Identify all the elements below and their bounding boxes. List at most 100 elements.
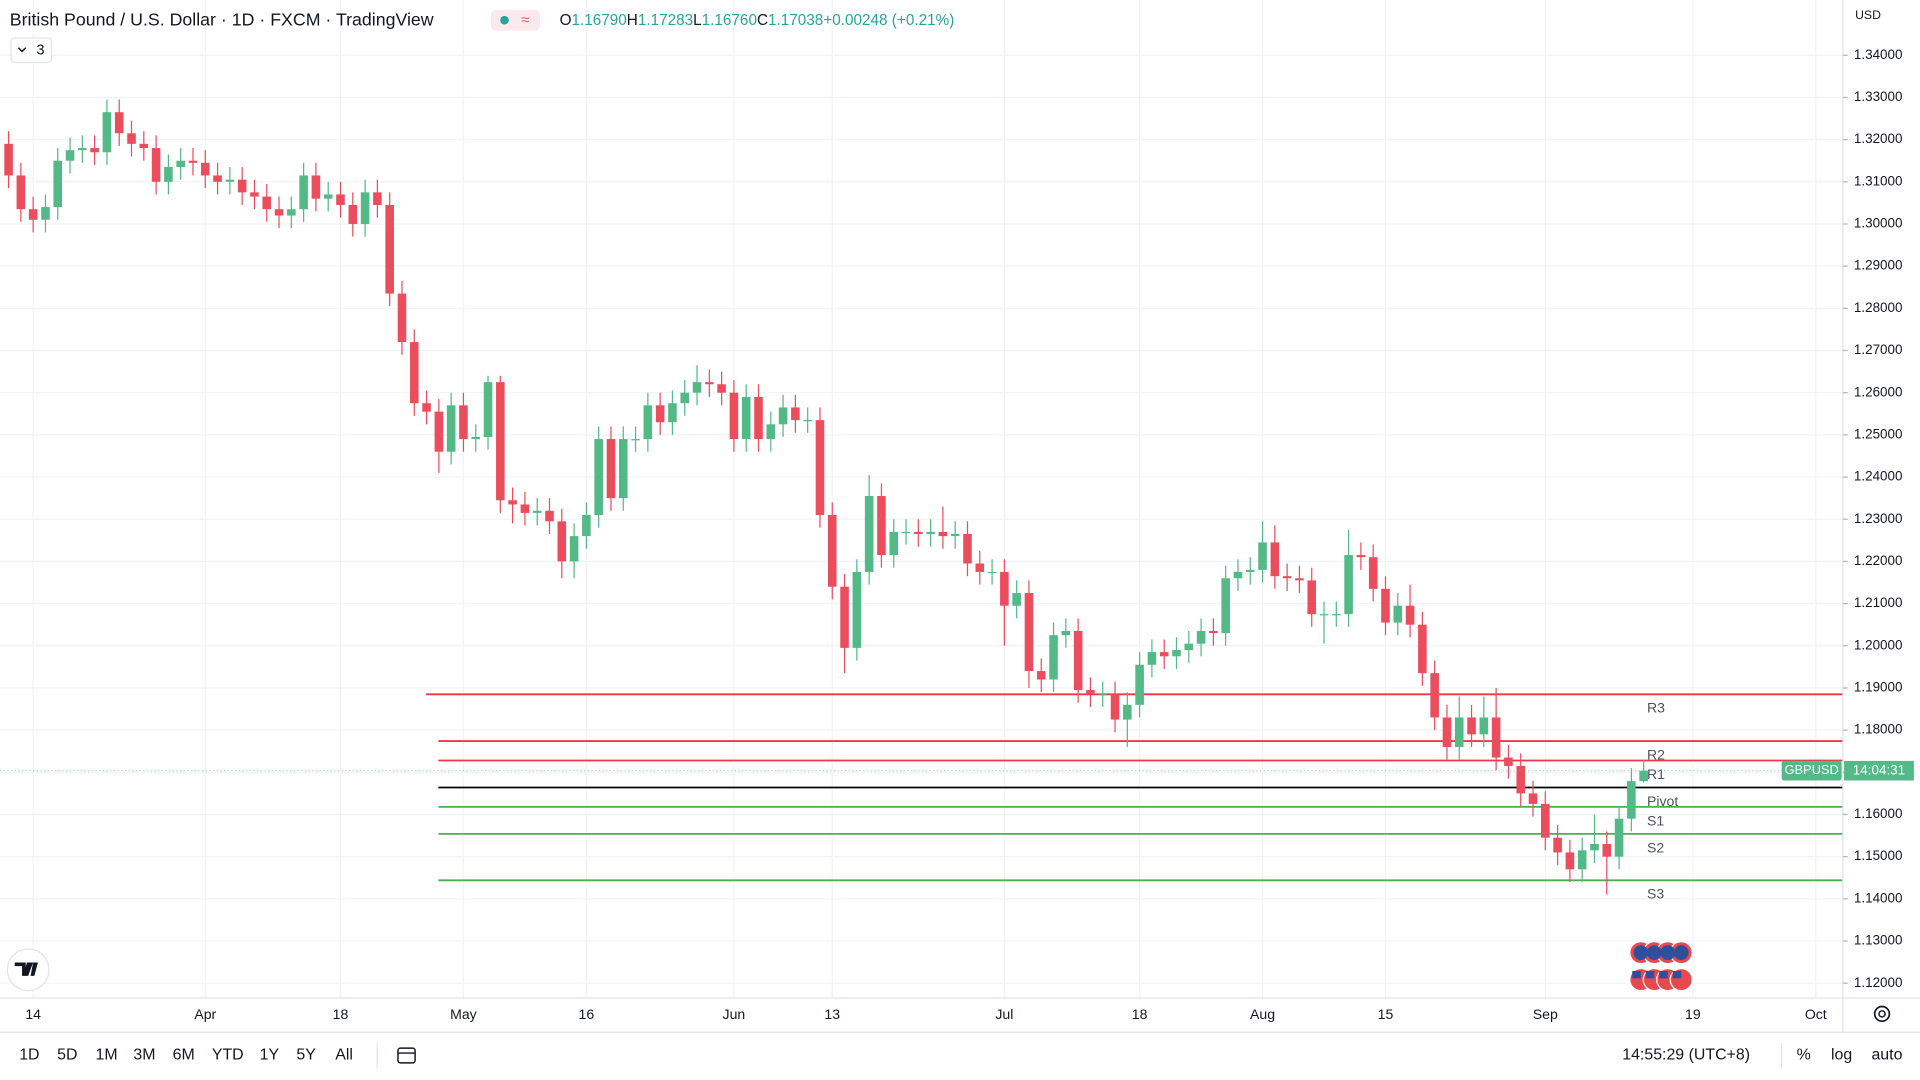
ohlc-legend: O1.16790H1.17283L1.16760C1.17038+0.00248… [560, 12, 955, 29]
ohlc-key: C [757, 12, 768, 29]
y-tick-label: 1.18000 [1854, 722, 1903, 737]
scale-option[interactable]: log [1831, 1047, 1852, 1064]
candle-body [409, 342, 419, 404]
indicator-toggle[interactable] [10, 37, 53, 64]
x-tick-label: 19 [1685, 1006, 1701, 1022]
y-tick-label: 1.23000 [1854, 511, 1903, 526]
status-icon: ≈ [521, 13, 529, 29]
y-tick-label: 1.31000 [1854, 173, 1903, 188]
range-button[interactable]: 5D [57, 1047, 77, 1064]
x-tick-label: 18 [333, 1006, 349, 1022]
candle-body [1577, 850, 1587, 870]
candle-body [16, 175, 26, 210]
candle-body [987, 571, 997, 574]
goto-date-icon[interactable] [397, 1047, 416, 1064]
candle-body [1405, 605, 1415, 625]
scale-option[interactable]: % [1797, 1047, 1811, 1064]
pivot-label: R2 [1647, 747, 1665, 763]
candle-body [938, 531, 948, 537]
ohlc-value: 1.17038 [768, 12, 823, 29]
candle-body [705, 382, 714, 385]
x-tick-label: Apr [194, 1006, 216, 1022]
settings-icon[interactable] [1873, 1005, 1891, 1023]
y-tick-label: 1.25000 [1854, 426, 1903, 441]
candle-body [200, 162, 210, 176]
candle-body [1049, 635, 1058, 680]
candle-body [360, 192, 370, 224]
candle-body [28, 209, 38, 220]
candle-body [471, 436, 481, 440]
candle-body [1528, 793, 1538, 804]
candle-body [164, 167, 173, 182]
range-button[interactable]: 1D [19, 1047, 39, 1064]
candle-body [53, 160, 63, 208]
candle-body [901, 531, 911, 534]
y-tick-label: 1.34000 [1854, 47, 1903, 62]
candle-body [631, 439, 640, 441]
candle-body [1110, 694, 1120, 720]
y-tick-label: 1.16000 [1854, 806, 1903, 821]
candle-body [1418, 624, 1427, 674]
candle-body [778, 407, 788, 425]
range-button[interactable]: 5Y [296, 1047, 316, 1064]
range-button[interactable]: 3M [133, 1047, 155, 1064]
x-tick-label: 14 [25, 1006, 41, 1022]
candle-body [299, 175, 308, 210]
candle-body [127, 133, 136, 144]
candle-body [741, 396, 751, 440]
pivot-label: S3 [1647, 886, 1664, 902]
scale-option[interactable]: auto [1871, 1047, 1902, 1064]
candle-body [520, 504, 530, 513]
candle-body [90, 148, 99, 153]
candle-body [729, 392, 739, 440]
candle-body [459, 405, 468, 440]
pivot-label: R3 [1647, 700, 1665, 716]
candle-body [1209, 631, 1218, 634]
candle-body [1221, 578, 1230, 634]
y-tick-label: 1.12000 [1854, 975, 1903, 990]
clock[interactable]: 14:55:29 (UTC+8) [1622, 1047, 1750, 1064]
candle-body [1270, 542, 1280, 577]
candle-body [717, 384, 726, 393]
pivot-label: Pivot [1647, 793, 1678, 809]
candle-body [213, 175, 222, 182]
range-button[interactable]: 6M [173, 1047, 195, 1064]
range-button[interactable]: 1Y [260, 1047, 280, 1064]
x-tick-label: 16 [579, 1006, 595, 1022]
range-button[interactable]: 1M [95, 1047, 117, 1064]
candle-body [1442, 717, 1452, 747]
x-tick-label: Jul [995, 1006, 1013, 1022]
candle-body [483, 382, 493, 437]
candle-body [1627, 781, 1636, 819]
candle-body [1454, 717, 1464, 747]
candle-body [1282, 576, 1292, 579]
x-tick-label: May [450, 1006, 478, 1022]
candle-body [1430, 673, 1439, 718]
candle-body [1098, 694, 1108, 696]
price-tag [1844, 760, 1914, 781]
candle-body [643, 405, 653, 440]
ohlc-value: 1.16760 [702, 12, 757, 29]
candle-body [1159, 652, 1169, 657]
candle-body [102, 112, 112, 153]
candle-body [397, 293, 407, 343]
candle-body [274, 209, 284, 216]
y-tick-label: 1.20000 [1854, 637, 1903, 652]
candle-body [496, 382, 505, 501]
y-tick-label: 1.24000 [1854, 469, 1903, 484]
ohlc-value: 1.17283 [638, 12, 693, 29]
candle-body [557, 521, 567, 562]
ohlc-key: H [627, 12, 638, 29]
y-tick-label: 1.19000 [1854, 680, 1903, 695]
chart-title: British Pound / U.S. Dollar · 1D · FXCM … [10, 10, 434, 30]
range-button[interactable]: All [335, 1047, 353, 1064]
status-badge [491, 9, 540, 31]
candle-body [1135, 664, 1144, 705]
candle-body [1307, 580, 1317, 615]
y-tick-label: 1.14000 [1854, 890, 1903, 905]
event-flags [1629, 941, 1693, 992]
x-tick-label: Aug [1250, 1006, 1275, 1022]
x-tick-label: Sep [1533, 1006, 1558, 1022]
range-button[interactable]: YTD [212, 1047, 244, 1064]
